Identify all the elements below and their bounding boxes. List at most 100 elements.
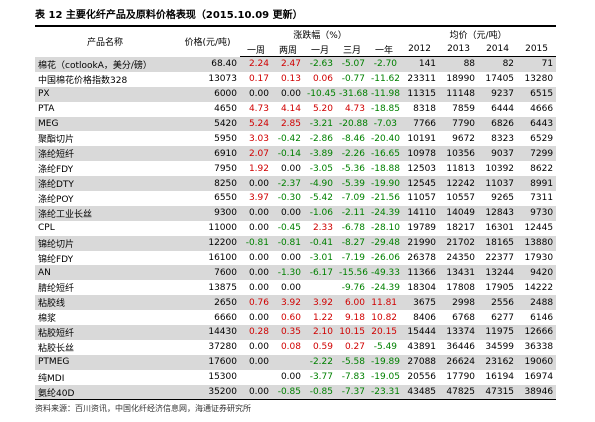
cell: 17600 [208, 357, 237, 368]
cell: 8622 [530, 163, 554, 174]
cell: 0.27 [344, 342, 365, 353]
cell: 6146 [530, 312, 554, 323]
cell: 13244 [485, 267, 515, 278]
cell: 11315 [407, 89, 437, 100]
cell: -2.22 [309, 357, 333, 368]
cell: 11057 [407, 193, 437, 204]
cell: -7.83 [341, 372, 365, 383]
table-row: AN 7600 0.00 -1.30 -6.17 -15.56 -49.33 11366 134… [35, 265, 557, 281]
cell: 4.73 [344, 104, 365, 115]
header-cell: 均价（元/吨） [400, 25, 557, 42]
cell: 12503 [407, 163, 437, 174]
cell: 8250 [214, 178, 237, 189]
cell: -0.77 [341, 74, 365, 85]
cell: -2.11 [341, 208, 365, 219]
cell: 10356 [446, 148, 476, 159]
table-row: 棉花（cotlookA，美分/磅） 68.40 2.24 2.47 -2.63 -5.07… [35, 56, 557, 72]
cell: -0.85 [304, 384, 336, 401]
cell: 0.60 [280, 312, 301, 323]
cell: 0.00 [280, 89, 301, 100]
cell: 10.15 [339, 327, 365, 338]
cell: 0.00 [280, 282, 301, 293]
cell: 9420 [530, 267, 554, 278]
cell: 1.92 [248, 163, 269, 174]
cell: 9237 [491, 89, 515, 100]
cell: 6443 [530, 119, 554, 129]
cell: -3.01 [309, 253, 333, 264]
cell: 8991 [530, 178, 554, 189]
header-cell: 一月 [304, 42, 336, 57]
cell: -10.45 [307, 89, 336, 100]
cell: 13431 [446, 267, 476, 278]
cell: -3.89 [309, 148, 333, 159]
cell: 43485 [400, 384, 440, 401]
cell: 0.00 [248, 342, 269, 353]
cell: -23.31 [368, 384, 401, 401]
cell: -2.37 [277, 178, 301, 189]
table-row: 粘胶长丝 37280 0.00 0.08 0.59 0.27 -5.49 43891 36446… [35, 340, 556, 355]
product-name: 锦纶切片 [38, 239, 75, 250]
cell: -0.85 [272, 384, 304, 401]
cell: 6529 [530, 133, 554, 144]
header-row: 一周 两周 一月 三月 一年 2012 2013 2014 2015 [35, 42, 557, 57]
cell: 0.08 [280, 342, 301, 353]
table-row: 纯MDI 15300 0.00 -3.77 -7.83 -19.05 20556 17790 1… [35, 370, 556, 385]
product-name: AN [38, 267, 51, 278]
cell: -7.37 [336, 384, 368, 401]
table-row: 腈纶短纤 13875 0.00 0.00 -9.76 -24.39 18304 17808 17… [35, 280, 556, 295]
cell: 17790 [446, 372, 476, 383]
empty-cell [272, 355, 304, 370]
cell: 0.00 [280, 163, 301, 174]
cell: -9.76 [341, 282, 365, 293]
cell: 10191 [407, 133, 437, 144]
cell: 37280 [208, 342, 237, 353]
cell: 13280 [524, 74, 554, 85]
table-row: PTMEG 17600 0.00 -2.22 -5.58 -19.89 27088 26624… [35, 354, 557, 370]
cell: -20.40 [371, 133, 401, 144]
cell: -5.58 [341, 357, 365, 368]
cell: 11000 [208, 223, 237, 234]
product-name: 粘胶短纤 [38, 328, 75, 339]
product-name: 棉花（cotlookA，美分/磅） [38, 60, 152, 71]
cell: -11.98 [371, 89, 401, 100]
header-cell: 价格(元/吨) [175, 25, 240, 57]
cell: -3.05 [309, 163, 333, 174]
cell: 8318 [413, 104, 437, 115]
price-table: 产品名称 价格(元/吨) 涨跌幅（%） 均价（元/吨） 一周 两周 一月 三月 一年 20… [35, 25, 557, 401]
cell: 19060 [524, 357, 554, 368]
cell: 16194 [485, 372, 515, 383]
cell: 14222 [524, 282, 554, 293]
cell: 35200 [175, 384, 240, 401]
cell: 18165 [485, 238, 515, 249]
cell: 7950 [214, 163, 237, 174]
cell: 6768 [452, 312, 476, 323]
cell: -2.86 [309, 133, 333, 144]
cell: 0.28 [248, 327, 269, 338]
cell: 9037 [491, 148, 515, 159]
cell: 21702 [446, 238, 476, 249]
cell: 9730 [530, 208, 554, 219]
cell: 18304 [407, 282, 437, 293]
header-cell: 一周 [240, 42, 272, 57]
cell: 47825 [439, 384, 479, 401]
table-row: 涤纶DTY 8250 0.00 -2.37 -4.90 -5.39 -19.90 12545 1… [35, 176, 557, 192]
cell: -6.17 [309, 267, 333, 278]
cell: 2556 [491, 297, 515, 308]
cell: -21.56 [371, 193, 401, 204]
cell: -16.65 [371, 148, 401, 159]
cell: 71 [541, 59, 554, 70]
cell: 3675 [413, 297, 437, 308]
product-name: 中国棉花价格指数328 [38, 75, 128, 86]
table-row: 锦纶FDY 16100 0.00 0.00 -3.01 -7.19 -26.06 26378 2… [35, 251, 556, 266]
cell: -7.03 [373, 119, 398, 129]
table-row: 氨纶40D 35200 0.00 -0.85 -0.85 -7.37 -23.31 43485… [35, 384, 557, 401]
cell: 5420 [214, 119, 237, 129]
cell: 0.35 [280, 327, 301, 338]
cell: 0.00 [240, 384, 272, 401]
cell: 0.00 [248, 89, 269, 100]
cell: 6660 [214, 312, 237, 323]
header-cell: 涨跌幅（%） [240, 25, 401, 42]
cell: 4666 [530, 104, 554, 115]
cell: 26624 [446, 357, 476, 368]
product-name: 腈纶短纤 [38, 284, 75, 295]
